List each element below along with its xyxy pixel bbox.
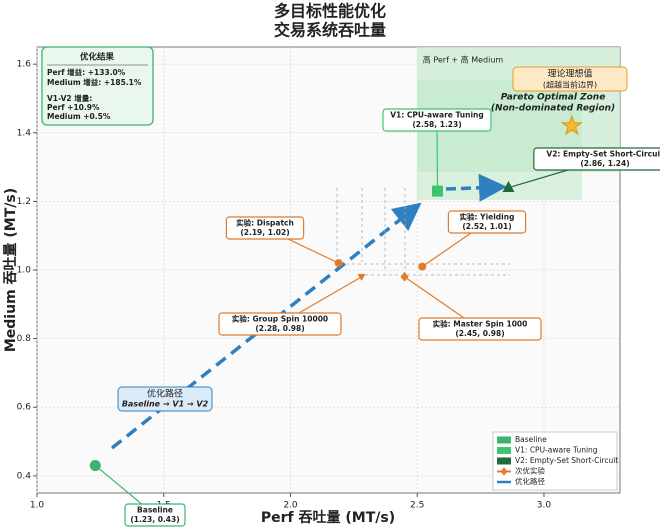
annotation-text: V1: CPU-aware Tuning	[390, 111, 484, 120]
point	[89, 460, 101, 472]
annotation-coords: (2.28, 0.98)	[255, 324, 304, 333]
annotation-box	[124, 503, 186, 527]
x-tick-label: 1.0	[30, 501, 45, 511]
annotation-coords: (2.86, 1.24)	[580, 159, 629, 168]
annotation-text: Baseline	[137, 506, 173, 515]
annotation-text: 实验: Yielding	[460, 212, 515, 222]
annotation-box	[418, 317, 542, 341]
legend-label: Baseline	[515, 435, 547, 444]
annotation-box	[225, 216, 305, 240]
annotation-text: 实验: Group Spin 10000	[232, 314, 328, 324]
legend-box	[492, 431, 618, 491]
y-tick-label: 0.6	[17, 403, 32, 413]
summary-title: 优化结果	[80, 52, 115, 63]
summary-line: Medium +0.5%	[47, 112, 111, 121]
summary-line: V1-V2 增量:	[47, 93, 92, 103]
annotation-box	[218, 312, 342, 336]
y-axis-label: Medium 吞吐量 (MT/s)	[3, 188, 19, 352]
summary-line: Perf +10.9%	[47, 103, 100, 112]
y-tick-label: 1.2	[17, 197, 31, 207]
point	[431, 185, 443, 197]
point	[400, 272, 409, 282]
annotation-coords: (1.23, 0.43)	[130, 515, 179, 524]
legend-label: 次优实验	[515, 466, 545, 476]
path-sublabel: Baseline → V1 → V2	[122, 400, 209, 409]
region-title: Pareto Optimal Zone	[501, 93, 606, 103]
path-label: 优化路径	[147, 388, 183, 400]
legend-label: V2: Empty-Set Short-Circuit	[515, 456, 618, 465]
annotation-coords: (2.52, 1.01)	[462, 222, 511, 231]
x-tick-label: 2.5	[410, 501, 424, 511]
annotation-box	[447, 210, 527, 234]
legend-swatch	[500, 467, 508, 476]
point	[357, 274, 366, 281]
y-tick-label: 1.6	[17, 60, 32, 70]
annotation-coords: (2.19, 1.02)	[240, 228, 289, 237]
annotation-text: 实验: Dispatch	[236, 218, 294, 228]
annotation-text: 实验: Master Spin 1000	[433, 319, 528, 329]
point	[502, 181, 515, 193]
summary-line: Perf 增益: +133.0%	[47, 67, 126, 77]
region-label: 高 Perf + 高 Medium	[423, 55, 504, 65]
legend-swatch	[497, 436, 511, 444]
y-tick-label: 1.0	[17, 266, 32, 276]
annotation-box	[382, 108, 492, 132]
y-tick-label: 1.4	[17, 128, 32, 138]
ideal-box	[512, 66, 628, 92]
y-tick-label: 0.8	[17, 334, 32, 344]
summary-line: Medium 增益: +185.1%	[47, 77, 142, 87]
legend-label: 优化路径	[515, 476, 545, 486]
optimization-path	[445, 173, 507, 202]
legend-swatch	[497, 457, 511, 465]
x-tick-label: 3.0	[537, 501, 552, 511]
annotation-coords: (2.58, 1.23)	[412, 120, 461, 129]
point	[418, 262, 427, 271]
annotation-coords: (2.45, 0.98)	[455, 329, 504, 338]
ideal-point	[560, 114, 583, 136]
y-tick-label: 0.4	[17, 471, 32, 481]
legend-label: V1: CPU-aware Tuning	[515, 446, 598, 455]
ideal-label: 理论理想值	[547, 68, 592, 80]
x-axis-label: Perf 吞吐量 (MT/s)	[261, 510, 395, 526]
annotation-box	[533, 147, 660, 171]
summary-box	[41, 46, 154, 126]
region-subtitle: (Non-dominated Region)	[491, 104, 615, 114]
path-label-box	[117, 386, 213, 412]
chart-subtitle: 交易系统吞吐量	[274, 21, 386, 40]
annotation-text: V2: Empty-Set Short-Circuit	[546, 150, 660, 159]
x-tick-label: 2.0	[283, 501, 298, 511]
ideal-sublabel: (超越当前边界)	[543, 80, 597, 90]
point	[334, 259, 343, 268]
chart-title: 多目标性能优化	[274, 2, 386, 21]
legend-swatch	[497, 447, 511, 454]
